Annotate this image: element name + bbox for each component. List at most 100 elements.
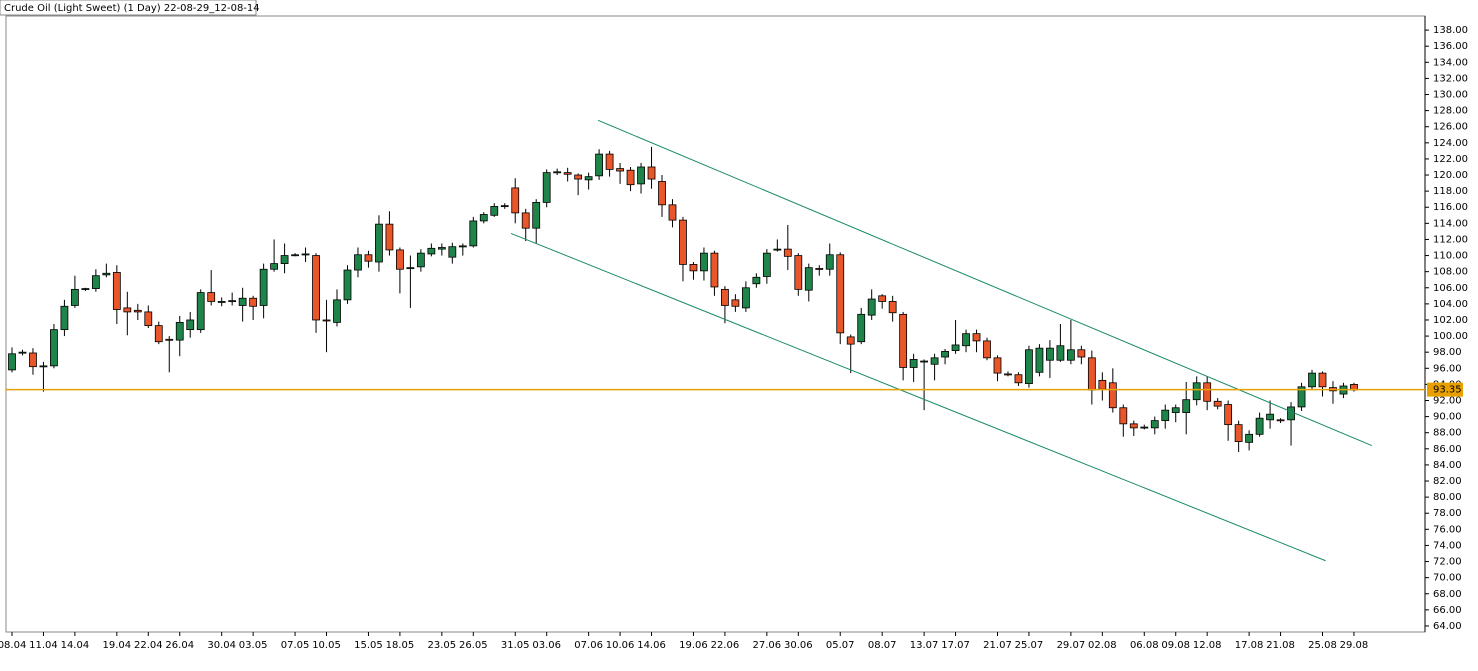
candle-body xyxy=(175,321,184,341)
candle-body xyxy=(39,365,48,368)
y-tick-label: 104.00 xyxy=(1433,299,1468,310)
y-tick-label: 114.00 xyxy=(1433,218,1468,229)
x-tick-label: 13.07 xyxy=(910,640,939,651)
candle-body xyxy=(867,298,876,316)
candle-body xyxy=(1108,382,1117,409)
y-tick-label: 102.00 xyxy=(1433,315,1468,326)
y-tick-label: 120.00 xyxy=(1433,170,1468,181)
x-tick-label: 17.07 xyxy=(941,640,970,651)
candle-body xyxy=(783,248,792,257)
candle-body xyxy=(385,223,394,251)
candle-body xyxy=(658,181,666,206)
candle-body xyxy=(637,166,645,185)
candle-body xyxy=(1025,349,1033,384)
y-tick-label: 86.00 xyxy=(1433,444,1462,455)
candle-body xyxy=(762,252,771,277)
x-tick-label: 08.04 xyxy=(0,640,26,651)
candle-body xyxy=(322,319,331,322)
candle-body xyxy=(144,311,153,327)
candle-body xyxy=(1066,349,1075,361)
candle-body xyxy=(1308,372,1316,388)
candle-body xyxy=(899,313,908,368)
x-tick-label: 11.04 xyxy=(29,640,58,651)
y-tick-label: 70.00 xyxy=(1433,573,1462,584)
candle-body xyxy=(249,297,258,307)
x-tick-label: 23.05 xyxy=(428,640,457,651)
candle-body xyxy=(375,223,383,263)
chart-title: Crude Oil (Light Sweet) (1 Day) 22-08-29… xyxy=(4,3,260,14)
candle-body xyxy=(280,255,289,265)
x-tick-label: 19.06 xyxy=(679,640,708,651)
candle-body xyxy=(689,264,698,272)
candle-body xyxy=(270,263,279,270)
candle-body xyxy=(1276,419,1285,422)
y-tick-label: 112.00 xyxy=(1433,234,1468,245)
candle-body xyxy=(18,351,27,354)
candle-body xyxy=(511,187,520,214)
x-tick-label: 07.06 xyxy=(574,640,603,651)
candle-body xyxy=(301,253,310,256)
candle-body xyxy=(60,305,69,331)
candle-body xyxy=(81,288,90,290)
candle-body xyxy=(1182,399,1191,413)
candle-body xyxy=(584,176,593,181)
candle-body xyxy=(846,336,855,345)
y-tick-label: 90.00 xyxy=(1433,412,1462,423)
y-tick-label: 118.00 xyxy=(1433,186,1468,197)
x-tick-label: 30.04 xyxy=(207,640,236,651)
candle-body xyxy=(668,204,677,221)
candle-body xyxy=(815,268,824,270)
title-box xyxy=(0,0,257,16)
y-tick-label: 126.00 xyxy=(1433,122,1468,133)
candle-body xyxy=(8,353,16,371)
candle-body xyxy=(207,292,216,302)
candle-body xyxy=(794,255,803,290)
candle-body xyxy=(553,171,562,174)
y-tick-label: 110.00 xyxy=(1433,251,1468,262)
candle-body xyxy=(1035,347,1044,373)
candle-body xyxy=(972,333,981,342)
candle-body xyxy=(1014,374,1023,384)
candle-body xyxy=(1203,382,1212,402)
candle-body xyxy=(448,246,457,258)
candle-body xyxy=(1087,357,1096,391)
y-tick-label: 116.00 xyxy=(1433,202,1468,213)
candle-body xyxy=(595,153,604,177)
y-tick-label: 106.00 xyxy=(1433,283,1468,294)
candle-body xyxy=(700,252,708,272)
candle-body xyxy=(1287,406,1295,421)
candle-body xyxy=(416,252,425,268)
candle-body xyxy=(1318,372,1327,388)
candle-body xyxy=(479,214,488,222)
candle-body xyxy=(437,247,446,250)
candle-body xyxy=(112,272,121,310)
candle-body xyxy=(165,338,174,341)
y-tick-label: 76.00 xyxy=(1433,524,1462,535)
candle-body xyxy=(532,202,541,229)
candle-body xyxy=(710,252,719,288)
candle-body xyxy=(1077,349,1086,358)
x-tick-label: 10.06 xyxy=(606,640,635,651)
candle-body xyxy=(364,254,373,262)
candle-body xyxy=(154,325,163,343)
candle-body xyxy=(647,166,656,180)
candle-body xyxy=(1171,407,1180,413)
candle-body xyxy=(133,309,142,313)
y-tick-label: 108.00 xyxy=(1433,267,1468,278)
candle-body xyxy=(343,269,352,301)
candle-body xyxy=(993,357,1002,374)
y-tick-label: 84.00 xyxy=(1433,460,1462,471)
y-tick-label: 66.00 xyxy=(1433,605,1462,616)
candle-body xyxy=(1161,409,1170,422)
candle-body xyxy=(825,254,834,270)
y-tick-label: 92.00 xyxy=(1433,395,1462,406)
candle-body xyxy=(354,254,362,271)
candle-body xyxy=(626,169,635,186)
candle-body xyxy=(396,249,404,270)
candle-body xyxy=(1297,386,1306,408)
x-tick-label: 29.07 xyxy=(1057,640,1086,651)
x-tick-label: 25.07 xyxy=(1015,640,1044,651)
candle-body xyxy=(238,297,247,306)
candle-body xyxy=(490,206,499,216)
